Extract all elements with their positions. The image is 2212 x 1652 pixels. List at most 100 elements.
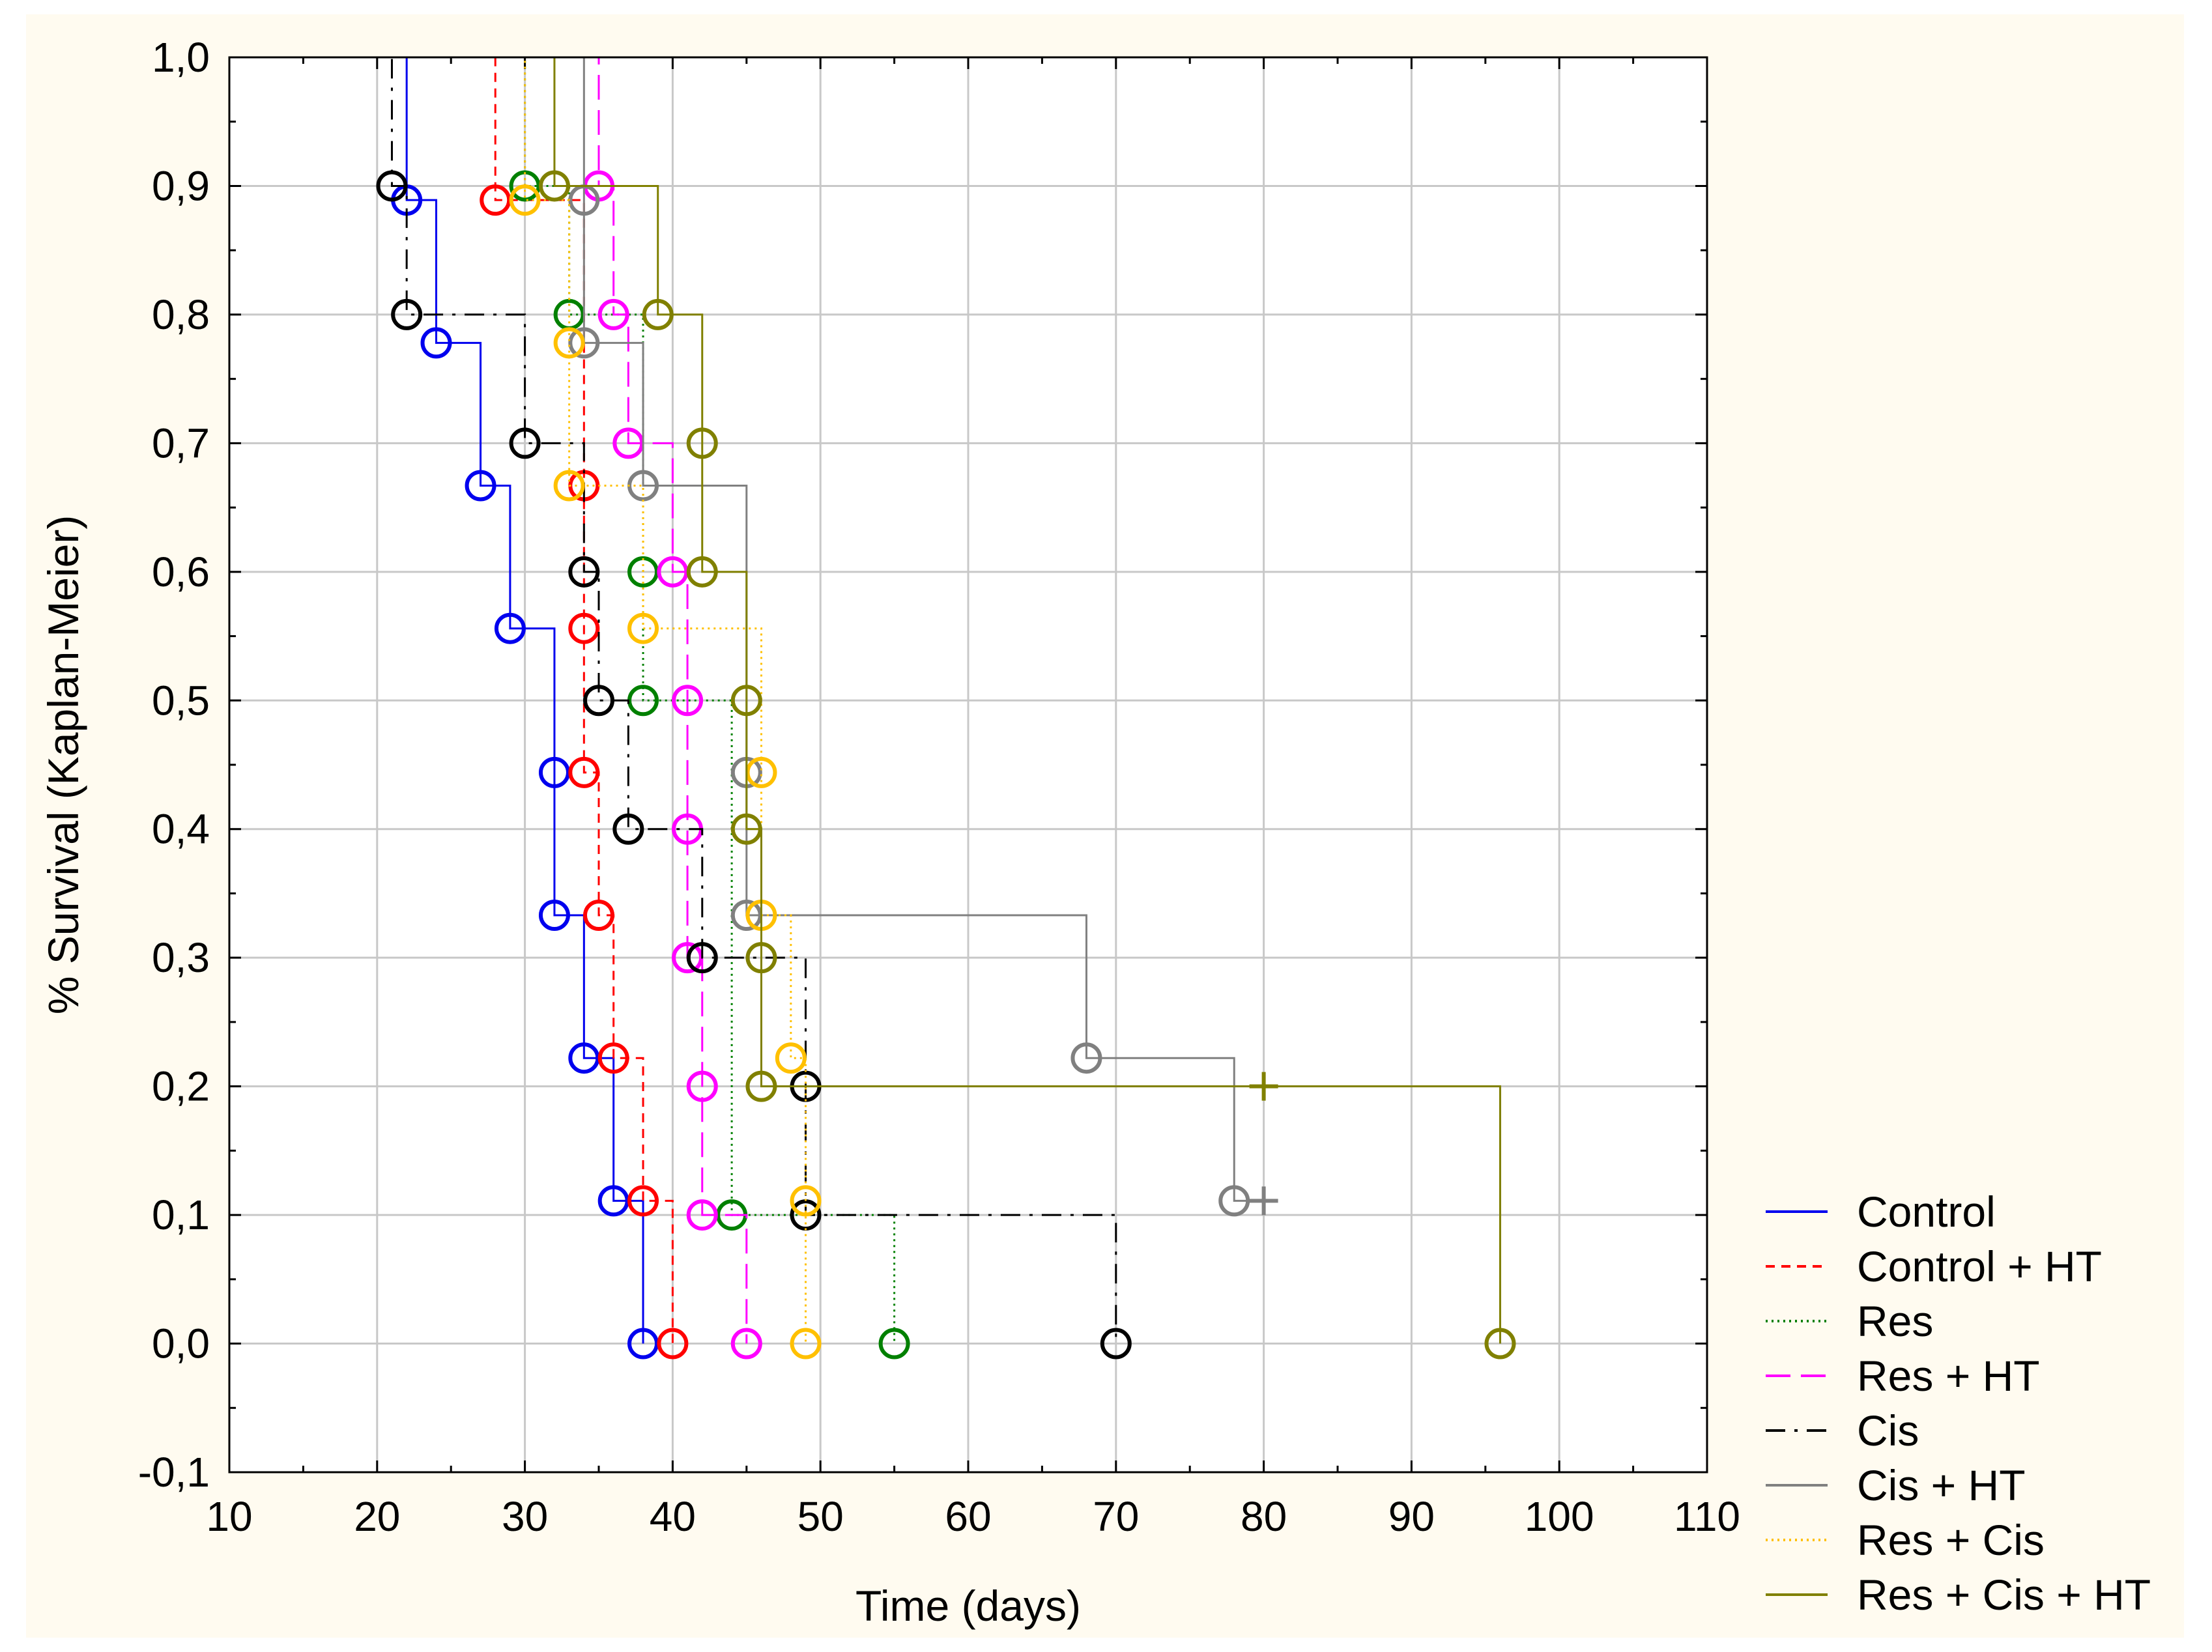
event-marker bbox=[568, 756, 600, 788]
legend-label: Cis + HT bbox=[1857, 1461, 2026, 1509]
event-marker bbox=[1070, 1042, 1102, 1074]
legend-label: Cis bbox=[1857, 1406, 1919, 1455]
legend-item: Res bbox=[1766, 1297, 1933, 1345]
event-marker bbox=[686, 942, 718, 974]
legend-label: Control bbox=[1857, 1188, 1996, 1236]
event-marker bbox=[775, 1042, 807, 1074]
legend-item: Cis + HT bbox=[1766, 1461, 2026, 1509]
event-marker bbox=[627, 1185, 659, 1217]
x-tick-label: 10 bbox=[206, 1493, 252, 1540]
survival-step-line bbox=[229, 56, 1501, 1344]
legend-item: Res + Cis bbox=[1766, 1516, 2045, 1564]
event-marker bbox=[657, 556, 689, 588]
event-marker bbox=[1484, 1328, 1516, 1360]
legend: Control Control + HT Res Res + HT Cis Cis + H… bbox=[1766, 1188, 2151, 1619]
event-marker bbox=[642, 298, 674, 330]
x-tick-label: 110 bbox=[1674, 1493, 1740, 1540]
event-marker bbox=[376, 170, 408, 202]
legend-label: Res bbox=[1857, 1297, 1933, 1345]
y-axis-title: % Survival (Kaplan-Meier) bbox=[39, 515, 87, 1015]
y-tick-label: 0,1 bbox=[152, 1191, 210, 1238]
series-res-cis bbox=[229, 56, 822, 1360]
x-tick-label: 70 bbox=[1093, 1493, 1139, 1540]
censored-marker bbox=[1249, 1072, 1278, 1101]
series-layer bbox=[229, 56, 1516, 1360]
event-marker bbox=[686, 556, 718, 588]
event-marker bbox=[391, 298, 423, 330]
legend-item: Res + Cis + HT bbox=[1766, 1571, 2151, 1619]
x-axis-title: Time (days) bbox=[855, 1582, 1081, 1630]
y-axis-tick-labels: -0,1 0,0 0,1 0,2 0,3 0,4 0,5 0,6 0,7 0,8 0,9 1,0 bbox=[138, 34, 210, 1496]
event-marker bbox=[686, 1199, 718, 1231]
event-marker bbox=[745, 1070, 777, 1102]
y-tick-label: -0,1 bbox=[138, 1449, 210, 1496]
y-tick-label: 0,8 bbox=[152, 291, 210, 338]
plot-frame bbox=[228, 56, 1708, 1474]
legend-item: Res + HT bbox=[1766, 1352, 2040, 1400]
event-marker bbox=[538, 900, 570, 932]
event-marker bbox=[597, 1042, 629, 1074]
event-marker bbox=[612, 427, 644, 459]
legend-item: Cis bbox=[1766, 1406, 1919, 1455]
event-marker bbox=[597, 1185, 629, 1217]
event-marker bbox=[420, 327, 452, 359]
event-marker bbox=[672, 942, 704, 974]
x-tick-label: 100 bbox=[1525, 1493, 1594, 1540]
event-marker bbox=[627, 685, 659, 717]
event-marker bbox=[790, 1185, 822, 1217]
survival-step-line bbox=[229, 56, 807, 1344]
y-tick-label: 0,7 bbox=[152, 420, 210, 466]
event-marker bbox=[538, 170, 570, 202]
x-tick-label: 60 bbox=[945, 1493, 991, 1540]
survival-step-line bbox=[229, 56, 1117, 1344]
event-marker bbox=[538, 756, 570, 788]
y-tick-label: 0,3 bbox=[152, 934, 210, 981]
legend-label: Res + Cis bbox=[1857, 1516, 2045, 1564]
survival-step-line bbox=[229, 56, 644, 1344]
event-marker bbox=[568, 1042, 600, 1074]
event-marker bbox=[509, 427, 541, 459]
legend-label: Res + HT bbox=[1857, 1352, 2040, 1400]
x-axis-tick-labels: 10 20 30 40 50 60 70 80 90 100 110 bbox=[206, 1493, 1740, 1540]
event-marker bbox=[627, 556, 659, 588]
censored-marker bbox=[1249, 1186, 1278, 1216]
event-marker bbox=[657, 1328, 689, 1360]
event-marker bbox=[730, 813, 762, 845]
event-marker bbox=[730, 685, 762, 717]
y-tick-label: 1,0 bbox=[152, 34, 210, 81]
event-marker bbox=[730, 1328, 762, 1360]
event-marker bbox=[627, 612, 659, 644]
event-marker bbox=[745, 756, 777, 788]
event-marker bbox=[568, 556, 600, 588]
x-tick-label: 30 bbox=[502, 1493, 548, 1540]
y-tick-label: 0,4 bbox=[152, 806, 210, 853]
event-marker bbox=[583, 685, 614, 717]
event-marker bbox=[509, 184, 541, 216]
x-tick-label: 50 bbox=[797, 1493, 844, 1540]
event-marker bbox=[568, 612, 600, 644]
event-marker bbox=[686, 427, 718, 459]
y-tick-label: 0,2 bbox=[152, 1063, 210, 1110]
event-marker bbox=[686, 1070, 718, 1102]
event-marker bbox=[553, 327, 585, 359]
event-marker bbox=[568, 327, 600, 359]
event-marker bbox=[583, 900, 614, 932]
legend-label: Res + Cis + HT bbox=[1857, 1571, 2151, 1619]
event-marker bbox=[494, 612, 526, 644]
legend-item: Control bbox=[1766, 1188, 1996, 1236]
event-marker bbox=[790, 1328, 822, 1360]
y-tick-label: 0,9 bbox=[152, 162, 210, 209]
legend-item: Control + HT bbox=[1766, 1242, 2102, 1290]
event-marker bbox=[878, 1328, 910, 1360]
event-marker bbox=[1218, 1185, 1250, 1217]
event-marker bbox=[612, 813, 644, 845]
event-marker bbox=[730, 900, 762, 932]
event-marker bbox=[465, 470, 496, 502]
y-tick-label: 0,5 bbox=[152, 677, 210, 724]
event-marker bbox=[627, 1328, 659, 1360]
event-marker bbox=[597, 298, 629, 330]
x-tick-label: 90 bbox=[1388, 1493, 1435, 1540]
y-tick-label: 0,6 bbox=[152, 548, 210, 595]
event-marker bbox=[553, 470, 585, 502]
